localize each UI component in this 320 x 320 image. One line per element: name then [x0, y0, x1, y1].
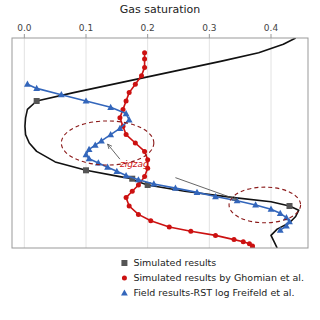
series-point [142, 149, 147, 154]
series-point [133, 141, 138, 146]
title: Gas saturation [120, 3, 201, 16]
series-point [135, 176, 142, 182]
series-point [127, 90, 132, 95]
series-point [83, 97, 90, 103]
legend-label: Field results-RST log Freifeld et al. [133, 287, 294, 298]
series-point [148, 218, 153, 223]
series-line [27, 84, 289, 230]
series-point [142, 50, 147, 55]
plot-background [12, 38, 308, 248]
series-point [123, 172, 130, 178]
grid-line [24, 38, 25, 248]
legend-label: Simulated results [133, 257, 216, 268]
series-point [83, 167, 89, 173]
series-point [212, 193, 219, 199]
series-point [124, 132, 129, 137]
series-point [268, 206, 275, 212]
series-line [25, 38, 299, 248]
grid-line [86, 38, 87, 248]
series-point [287, 203, 293, 209]
x-tick-label: 0.2 [141, 23, 155, 33]
x-tick [271, 34, 272, 38]
series-point [150, 180, 157, 186]
legend-marker [121, 289, 128, 295]
series-point [136, 212, 141, 217]
series-point [124, 195, 129, 200]
series-point [130, 189, 135, 194]
series-point [24, 81, 31, 87]
series-point [126, 116, 133, 122]
series-point [232, 237, 237, 242]
legend-marker [122, 276, 127, 281]
series-point [34, 98, 40, 104]
legend: Simulated results Simulated results by Gh… [121, 257, 304, 298]
x-tick [147, 34, 148, 38]
grid-line [209, 38, 210, 248]
series-point [234, 197, 241, 203]
plot-frame [12, 38, 308, 248]
series-point [117, 115, 122, 120]
series-point [277, 210, 284, 216]
series-point [127, 204, 132, 209]
series-point [142, 174, 147, 179]
series-point [241, 239, 246, 244]
series-point [286, 218, 293, 224]
x-tick-label: 0.3 [202, 23, 216, 33]
x-tick-label: 0.0 [17, 23, 32, 33]
series-point [123, 110, 130, 116]
plot-marks [24, 38, 301, 248]
series-point [142, 65, 147, 70]
series-line [120, 53, 253, 248]
annotation-text: zigzag [119, 159, 149, 169]
series-point [107, 131, 114, 137]
series-point [188, 229, 193, 234]
series-point [142, 57, 147, 62]
grid-line [147, 38, 148, 248]
series-point [139, 73, 144, 78]
series-point [194, 189, 201, 195]
x-tick [86, 34, 87, 38]
series-point [283, 222, 290, 228]
series-point [172, 185, 179, 191]
x-tick [209, 34, 210, 38]
series-point [33, 85, 40, 91]
series-point [277, 227, 284, 233]
series-point [133, 82, 138, 87]
series-point [86, 146, 93, 152]
annotation-arrow [108, 144, 120, 159]
legend-marker [121, 260, 127, 266]
x-tick-label: 0.4 [264, 23, 279, 33]
series-point [252, 201, 259, 207]
series-point [92, 142, 99, 148]
grid-line [271, 38, 272, 248]
series-point [58, 91, 65, 97]
series-point [117, 125, 124, 131]
x-tick [24, 34, 25, 38]
series-point [83, 151, 90, 157]
series-point [107, 104, 114, 110]
highlight-ellipse [229, 187, 301, 223]
series-point [124, 99, 129, 104]
series-point [167, 225, 172, 230]
chart: Gas saturation 0.0 0.1 0.2 0.3 0.4 zigzag Simul… [0, 0, 320, 320]
x-tick-label: 0.1 [79, 23, 93, 33]
series-point [213, 233, 218, 238]
series-point [98, 137, 105, 143]
series-point [136, 183, 141, 188]
annotation-arrow [175, 178, 237, 200]
series-point [86, 155, 93, 161]
legend-label: Simulated results by Ghomian et al. [133, 272, 304, 283]
